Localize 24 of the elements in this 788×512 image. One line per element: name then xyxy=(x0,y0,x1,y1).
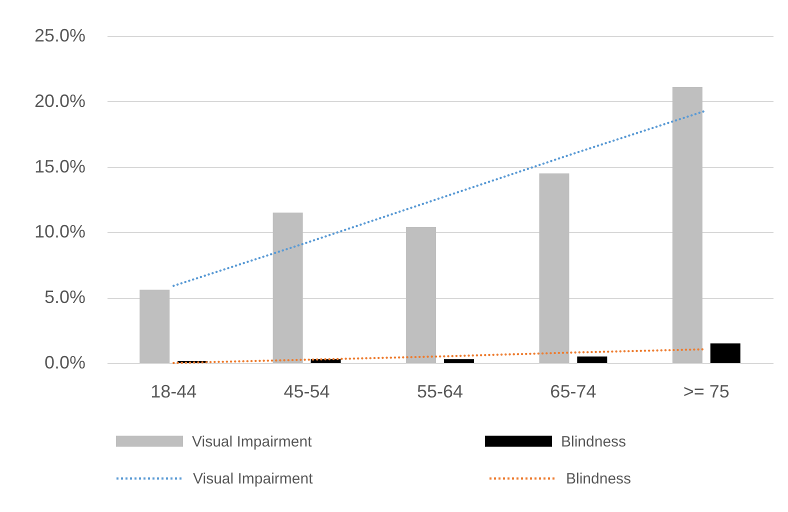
bar xyxy=(577,356,608,363)
bar xyxy=(444,359,474,363)
legend-label: Blindness xyxy=(566,470,632,488)
y-tick-label: 25.0% xyxy=(34,26,86,46)
legend-label: Visual Impairment xyxy=(193,470,314,488)
y-tick-label: 20.0% xyxy=(34,90,86,111)
x-tick-label: 45-54 xyxy=(284,382,330,402)
y-tick-label: 15.0% xyxy=(34,156,86,176)
legend-label: Blindness xyxy=(561,433,626,450)
bar xyxy=(406,226,436,363)
y-tick-label: 5.0% xyxy=(44,287,86,308)
bar xyxy=(140,290,170,363)
line-series xyxy=(172,109,708,287)
y-tick-label: 10.0% xyxy=(34,222,86,242)
x-tick-label: >= 75 xyxy=(683,382,730,402)
bar xyxy=(710,343,740,363)
bar xyxy=(672,87,702,363)
y-tick-label: 0.0% xyxy=(44,352,86,372)
x-tick-label: 65-74 xyxy=(550,382,596,402)
bar xyxy=(539,173,570,363)
bar xyxy=(272,212,303,363)
x-tick-label: 18-44 xyxy=(150,382,197,402)
x-tick-label: 55-64 xyxy=(416,382,464,402)
legend-label: Visual Impairment xyxy=(192,433,313,450)
